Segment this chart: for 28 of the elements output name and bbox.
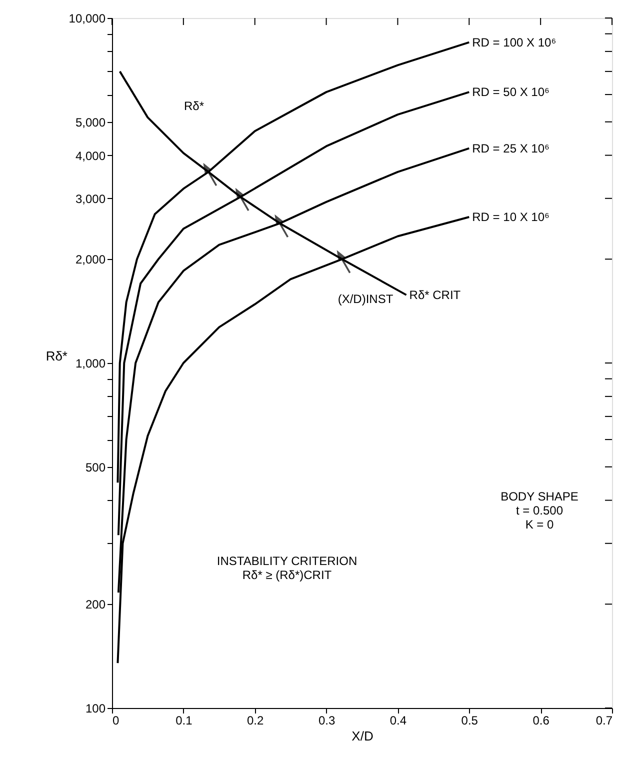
- y-tick-label: 4,000: [75, 148, 106, 163]
- series-label: RD = 50 X 10⁶: [472, 85, 550, 100]
- x-axis-title: X/D: [352, 728, 374, 744]
- annotation: INSTABILITY CRITERION Rδ* ≥ (Rδ*)CRIT: [216, 554, 358, 582]
- y-tick-label: 10,000: [68, 12, 106, 26]
- series-label: RD = 25 X 10⁶: [472, 141, 550, 156]
- annotation: Rδ*: [184, 98, 204, 113]
- x-tick-label: 0.5: [461, 714, 478, 728]
- x-tick-label: 0.4: [390, 714, 407, 728]
- series-label: Rδ* CRIT: [409, 288, 462, 302]
- annotation: BODY SHAPE t = 0.500 K = 0: [500, 489, 578, 532]
- legend-label: RD = 100 X 10⁶: [472, 35, 556, 50]
- series-label: RD = 10 X 10⁶: [472, 210, 550, 224]
- y-tick-label: 2,000: [75, 252, 106, 267]
- annotation: (X/D)INST: [338, 292, 394, 306]
- y-axis-title: Rδ*: [46, 348, 68, 364]
- y-tick-label: 5,000: [75, 115, 106, 130]
- x-tick-label: 0.6: [532, 714, 550, 728]
- x-tick-label: 0.7: [596, 714, 613, 728]
- y-tick-label: 200: [85, 598, 106, 612]
- x-tick-label: 0.2: [247, 714, 264, 728]
- y-tick-label: 100: [85, 702, 106, 716]
- x-tick-label: 0: [112, 714, 120, 728]
- x-tick-label: 0.3: [318, 714, 336, 728]
- x-tick-label: 0.1: [176, 714, 193, 728]
- y-tick-label: 1,000: [75, 356, 106, 370]
- y-tick-label: 3,000: [75, 192, 106, 206]
- y-tick-label: 500: [85, 460, 106, 474]
